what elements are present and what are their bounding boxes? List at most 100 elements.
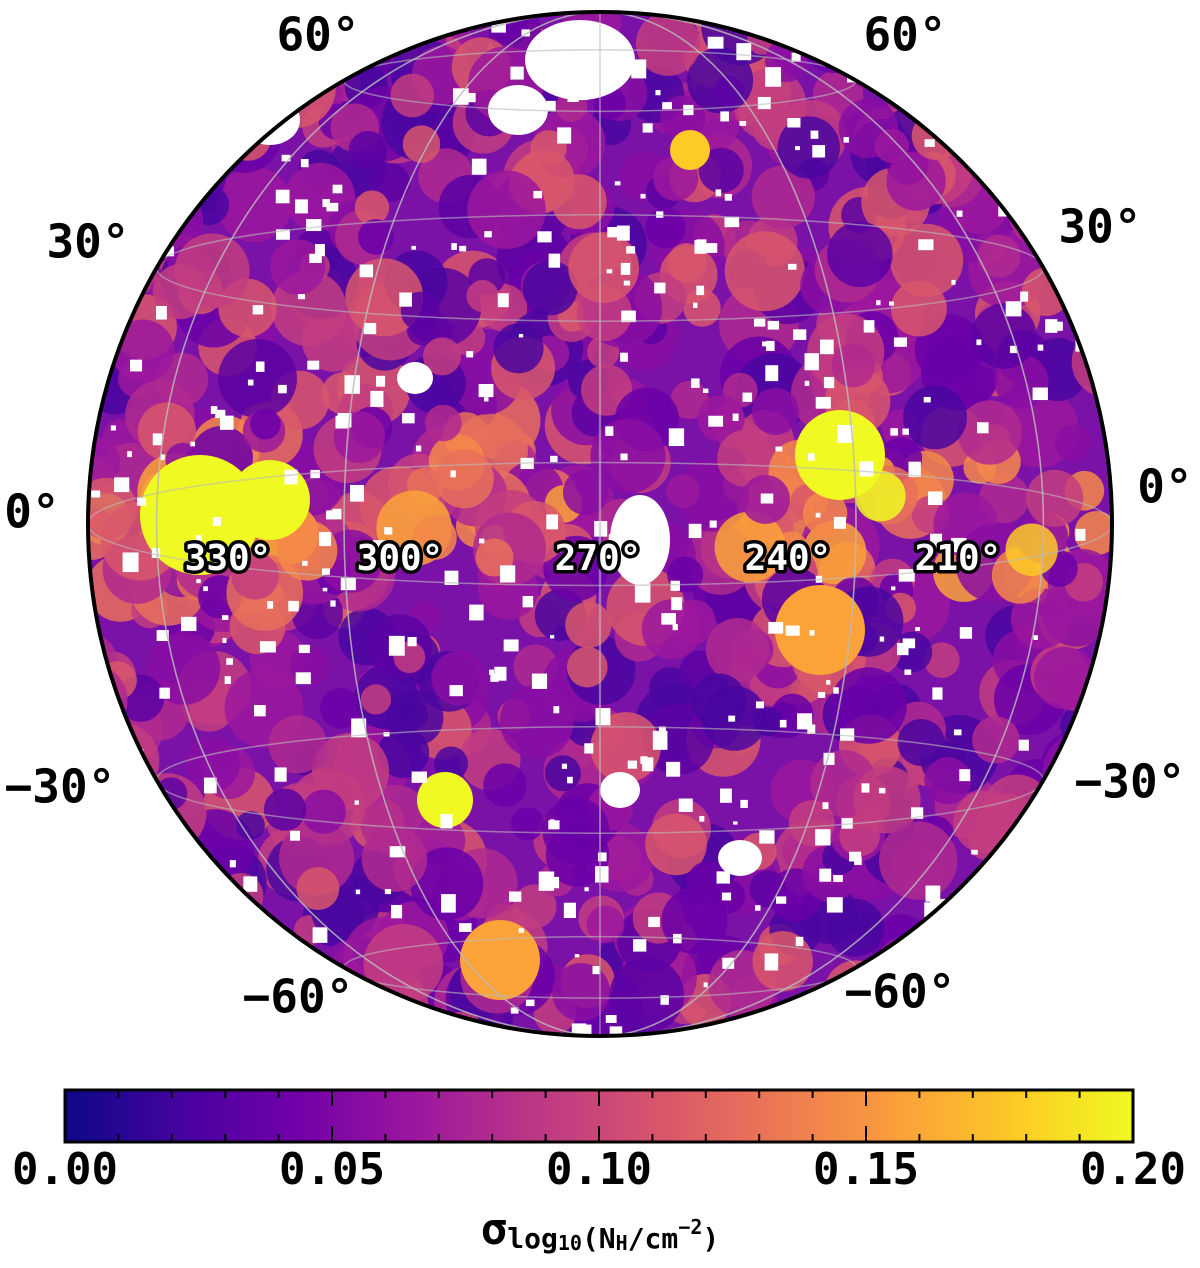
masked-pixel (220, 938, 225, 943)
masked-pixel (335, 415, 348, 429)
masked-pixel (752, 18, 760, 25)
masked-pixel (1032, 387, 1048, 401)
sky-patch (168, 920, 243, 995)
sky-patch (568, 232, 640, 303)
masked-pixel (168, 165, 174, 171)
masked-pixel (688, 523, 702, 539)
sky-patch (188, 951, 251, 1014)
masked-pixel (370, 390, 384, 407)
sky-patch (753, 706, 783, 737)
sky-patch (88, 663, 128, 737)
colorbar-axis: 0.00 0.05 0.10 0.15 0.20 (12, 1090, 1186, 1195)
sky-patch (88, 959, 155, 1030)
masked-pixel (533, 190, 543, 199)
masked-pixel (215, 409, 226, 419)
graticule (155, 12, 1045, 1036)
sky-patch (666, 474, 700, 509)
sky-patch (802, 520, 867, 585)
masked-pixel (660, 995, 669, 1005)
sky-patch (635, 12, 701, 76)
masked-pixel (767, 320, 780, 330)
masked-pixel (295, 672, 311, 685)
masked-pixel (829, 16, 842, 28)
masked-pixel (383, 732, 390, 737)
masked-pixel (332, 184, 343, 194)
sky-patch (88, 437, 121, 489)
longitude-label: 210° (915, 538, 1002, 579)
masked-pixel (464, 92, 476, 103)
masked-pixel (164, 246, 174, 257)
sky-patch (88, 116, 130, 183)
sky-patch (961, 960, 999, 998)
masked-pixel (1052, 321, 1063, 331)
masked-pixel (159, 687, 170, 699)
masked-pixel (356, 1017, 364, 1024)
masked-pixel (309, 253, 322, 264)
latitude-label: −30° (1075, 755, 1186, 809)
sky-patch (466, 279, 499, 313)
sky-patch (510, 807, 545, 841)
graticule (343, 12, 857, 1036)
masked-pixel (923, 396, 931, 403)
masked-pixel (702, 388, 709, 393)
masked-pixel (391, 904, 403, 919)
masked-pixel (318, 532, 332, 547)
masked-pixel (1015, 34, 1023, 41)
masked-pixel (755, 701, 765, 709)
masked-pixel (1009, 345, 1017, 354)
masked-pixel (724, 193, 732, 201)
sky-patch (191, 910, 227, 946)
sky-patch (982, 108, 1038, 164)
masked-pixel (655, 90, 661, 96)
masked-pixel (297, 294, 306, 300)
label-open: (N (582, 1222, 616, 1255)
latitude-label: −60° (243, 970, 354, 1024)
masked-pixel (987, 996, 999, 1005)
sky-patch (581, 364, 633, 416)
masked-pixel (720, 788, 732, 803)
masked-pixel (196, 579, 201, 584)
masked-pixel (810, 130, 819, 139)
sky-patch (957, 59, 1038, 139)
masked-pixel (326, 202, 339, 212)
masked-pixel (278, 384, 287, 394)
masked-pixel (478, 384, 494, 398)
masked-pixel (918, 239, 934, 251)
masked-pixel (840, 728, 855, 741)
masked-pixel (762, 341, 767, 347)
sky-patch (965, 118, 1026, 179)
sky-patch (698, 147, 744, 193)
sky-patch (752, 931, 813, 992)
masked-pixel (484, 231, 492, 238)
masked-pixel (295, 199, 308, 214)
masked-pixel (1025, 56, 1032, 61)
masked-pixel (953, 729, 962, 736)
sky-patch (88, 970, 150, 1036)
masked-pixel (332, 508, 342, 520)
masked-pixel (500, 565, 516, 583)
masked-pixel (691, 378, 700, 388)
sky-patch (886, 151, 946, 211)
masked-pixel (627, 760, 637, 769)
sky-patch (986, 124, 1030, 168)
masked-pixel (1011, 53, 1026, 67)
masked-pixel (1029, 950, 1035, 957)
masked-pixel (340, 577, 356, 591)
masked-pixel (788, 263, 797, 270)
sky-patch (1049, 836, 1093, 881)
masked-pixel (634, 583, 651, 603)
masked-pixel (252, 305, 264, 315)
masked-pixel (423, 17, 435, 26)
sky-patch (467, 170, 546, 249)
masked-pixel (363, 322, 377, 335)
sky-patch (1058, 80, 1112, 139)
masked-pixel (1069, 861, 1082, 875)
masked-pixel (355, 889, 361, 895)
masked-pixel (221, 615, 229, 620)
sky-patch (609, 957, 685, 1033)
masked-pixel (122, 552, 139, 573)
sky-patch (113, 928, 175, 990)
sky-bright (417, 772, 473, 828)
sky-patch (109, 984, 184, 1036)
sky-patch (361, 826, 428, 892)
